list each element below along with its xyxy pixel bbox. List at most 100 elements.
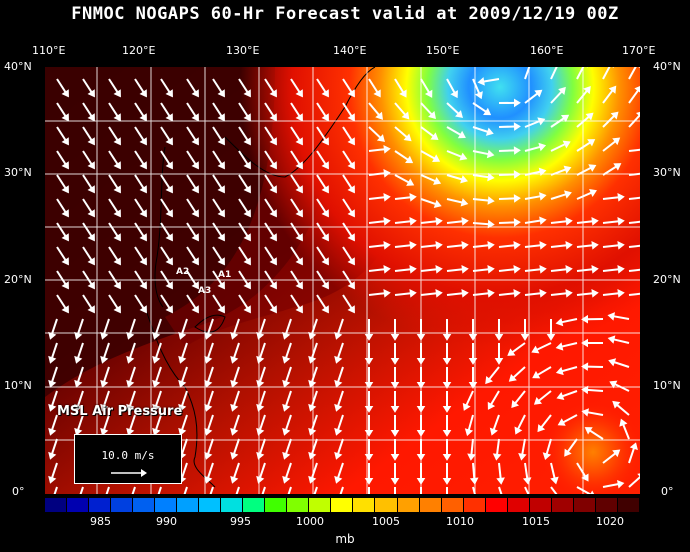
wind-vector	[488, 366, 500, 381]
wind-vector-head	[565, 240, 573, 250]
wind-vector-head	[282, 331, 291, 340]
wind-vector	[368, 292, 386, 296]
wind-vector	[420, 102, 433, 116]
wind-vector	[134, 78, 145, 93]
wind-vector	[602, 483, 619, 488]
wind-vector	[576, 166, 592, 176]
wind-vector	[264, 270, 275, 285]
wind-vector-head	[113, 233, 121, 242]
wind-vector-head	[557, 418, 566, 426]
wind-vector-head	[243, 89, 251, 98]
wind-vector	[128, 342, 136, 359]
wind-vector	[368, 102, 381, 116]
wind-vector-head	[321, 209, 329, 218]
wind-vector	[128, 390, 136, 407]
wind-vector	[76, 390, 84, 407]
wind-vector	[628, 475, 640, 488]
wind-vector	[76, 342, 84, 359]
wind-vector	[157, 486, 162, 494]
wind-vector	[160, 150, 171, 165]
wind-vector	[368, 196, 386, 200]
wind-vector-head	[87, 185, 95, 194]
wind-vector	[238, 150, 249, 165]
wind-vector	[160, 126, 171, 141]
wind-vector	[576, 141, 591, 152]
wind-vector	[550, 90, 563, 104]
wind-vector-head	[139, 257, 147, 266]
wind-vector	[342, 174, 353, 189]
wind-vector	[472, 78, 481, 95]
wind-vector	[628, 67, 637, 80]
wind-vector	[420, 220, 438, 224]
wind-vector	[628, 244, 640, 248]
wind-vector-head	[295, 137, 303, 146]
wind-vector	[420, 78, 431, 94]
wind-vector	[180, 342, 188, 359]
wind-vector	[186, 222, 197, 237]
wind-vector-head	[100, 379, 109, 388]
wind-vector-head	[178, 379, 187, 388]
lat-label-left: 20°N	[4, 273, 32, 286]
colorbar-swatch	[419, 498, 442, 512]
wind-vector	[613, 361, 630, 368]
wind-vector	[524, 145, 541, 152]
colorbar-swatch	[221, 498, 244, 512]
wind-vector-head	[308, 331, 317, 340]
wind-vector-head	[256, 451, 265, 460]
wind-vector-head	[607, 335, 616, 344]
colorbar-swatch	[617, 498, 640, 512]
colorbar-tick: 1020	[596, 515, 624, 528]
wind-vector	[154, 318, 162, 335]
wind-vector-head	[477, 77, 485, 86]
wind-vector	[180, 414, 188, 431]
wind-vector-head	[513, 240, 521, 250]
wind-vector-head	[204, 475, 213, 484]
wind-vector-head	[442, 334, 452, 341]
wind-vector	[342, 246, 353, 261]
wind-vector-head	[581, 385, 589, 395]
wind-vector-head	[347, 89, 355, 98]
wind-vector-head	[165, 89, 173, 98]
wind-vector-head	[256, 331, 265, 340]
wind-vector-head	[390, 454, 400, 461]
wind-vector	[342, 198, 353, 213]
wind-vector-head	[308, 451, 317, 460]
wind-vector-head	[494, 358, 504, 365]
colorbar-swatch	[199, 498, 222, 512]
wind-vector-head	[139, 209, 147, 218]
colorbar-swatch	[375, 498, 398, 512]
wind-vector	[589, 429, 604, 440]
wind-vector-head	[424, 89, 433, 98]
wind-vector-head	[243, 257, 251, 266]
wind-vector-head	[442, 430, 452, 437]
colorbar	[45, 498, 640, 512]
wind-vector	[602, 89, 614, 104]
wind-vector-head	[217, 305, 225, 314]
wind-vector-head	[165, 281, 173, 290]
wind-vector-head	[432, 154, 441, 162]
wind-vector-head	[487, 264, 495, 274]
wind-vector-head	[217, 281, 225, 290]
wind-vector-head	[617, 240, 625, 250]
wind-vector-head	[61, 281, 69, 290]
wind-vector-head	[538, 192, 547, 201]
colorbar-swatch	[595, 498, 618, 512]
wind-vector-head	[152, 379, 161, 388]
wind-vector	[336, 342, 344, 359]
wind-vector-head	[282, 355, 291, 364]
wind-vector-head	[416, 478, 426, 485]
wind-vector-head	[565, 264, 573, 274]
wind-vector	[420, 292, 438, 296]
wind-vector-head	[126, 427, 135, 436]
wind-vector	[524, 219, 541, 224]
wind-vector	[154, 342, 162, 359]
wind-vector-head	[416, 334, 426, 341]
wind-vector-head	[616, 480, 625, 489]
wind-vector-head	[555, 342, 564, 351]
field-label: MSL Air Pressure	[57, 404, 183, 419]
wind-vector-head	[61, 257, 69, 266]
wind-vector-head	[191, 209, 199, 218]
wind-vector	[102, 390, 110, 407]
wind-vector-head	[217, 257, 225, 266]
wind-vector	[342, 78, 353, 93]
